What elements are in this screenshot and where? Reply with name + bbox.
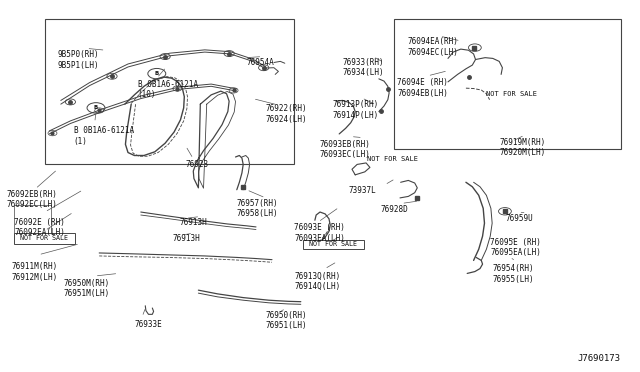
Text: B 0B1A6-6121A
(1): B 0B1A6-6121A (1) bbox=[74, 126, 134, 146]
Text: 76957(RH)
76958(LH): 76957(RH) 76958(LH) bbox=[237, 199, 278, 218]
Text: J7690173: J7690173 bbox=[578, 354, 621, 363]
Text: 76092E (RH)
76092EA(LH): 76092E (RH) 76092EA(LH) bbox=[14, 218, 65, 237]
Text: NOT FOR SALE: NOT FOR SALE bbox=[367, 156, 418, 162]
Text: 76933E: 76933E bbox=[134, 320, 162, 329]
Text: 76923: 76923 bbox=[186, 160, 209, 169]
Text: NOT FOR SALE: NOT FOR SALE bbox=[486, 91, 538, 97]
Text: 76913Q(RH)
76914Q(LH): 76913Q(RH) 76914Q(LH) bbox=[294, 272, 340, 291]
Text: 76095E (RH)
76095EA(LH): 76095E (RH) 76095EA(LH) bbox=[490, 238, 541, 257]
Text: 76959U: 76959U bbox=[506, 214, 533, 223]
Text: B 0B1A6-6121A
(10): B 0B1A6-6121A (10) bbox=[138, 80, 198, 99]
Text: 76092EB(RH)
76092EC(LH): 76092EB(RH) 76092EC(LH) bbox=[6, 190, 57, 209]
Text: 76950(RH)
76951(LH): 76950(RH) 76951(LH) bbox=[266, 311, 307, 330]
Text: 76094EA(RH)
76094EC(LH): 76094EA(RH) 76094EC(LH) bbox=[408, 37, 458, 57]
Text: 76093E (RH)
76093EA(LH): 76093E (RH) 76093EA(LH) bbox=[294, 223, 345, 243]
Text: 76954A: 76954A bbox=[246, 58, 274, 67]
Text: NOT FOR SALE: NOT FOR SALE bbox=[310, 241, 357, 247]
Text: 76950M(RH)
76951M(LH): 76950M(RH) 76951M(LH) bbox=[64, 279, 110, 298]
Text: 76913H: 76913H bbox=[179, 218, 207, 227]
Text: 76954(RH)
76955(LH): 76954(RH) 76955(LH) bbox=[492, 264, 534, 283]
Text: B: B bbox=[94, 105, 98, 110]
Text: B: B bbox=[155, 71, 159, 76]
Text: 76093EB(RH)
76093EC(LH): 76093EB(RH) 76093EC(LH) bbox=[320, 140, 371, 159]
Text: 76094E (RH)
76094EB(LH): 76094E (RH) 76094EB(LH) bbox=[397, 78, 448, 97]
Bar bbox=[45, 19, 294, 164]
Bar bbox=[14, 233, 75, 244]
Text: 76913H: 76913H bbox=[173, 234, 200, 243]
Bar bbox=[394, 19, 621, 149]
Text: 76911M(RH)
76912M(LH): 76911M(RH) 76912M(LH) bbox=[12, 262, 58, 282]
Text: 73937L: 73937L bbox=[349, 186, 376, 195]
Bar bbox=[303, 240, 364, 249]
Text: 76919M(RH)
76920M(LH): 76919M(RH) 76920M(LH) bbox=[499, 138, 545, 157]
Text: 9B5P0(RH)
9B5P1(LH): 9B5P0(RH) 9B5P1(LH) bbox=[58, 50, 99, 70]
Text: 76933(RH)
76934(LH): 76933(RH) 76934(LH) bbox=[342, 58, 384, 77]
Text: 76922(RH)
76924(LH): 76922(RH) 76924(LH) bbox=[266, 104, 307, 124]
Text: 76928D: 76928D bbox=[381, 205, 408, 214]
Text: 76913P(RH)
76914P(LH): 76913P(RH) 76914P(LH) bbox=[333, 100, 379, 120]
Text: NOT FOR SALE: NOT FOR SALE bbox=[20, 235, 68, 241]
